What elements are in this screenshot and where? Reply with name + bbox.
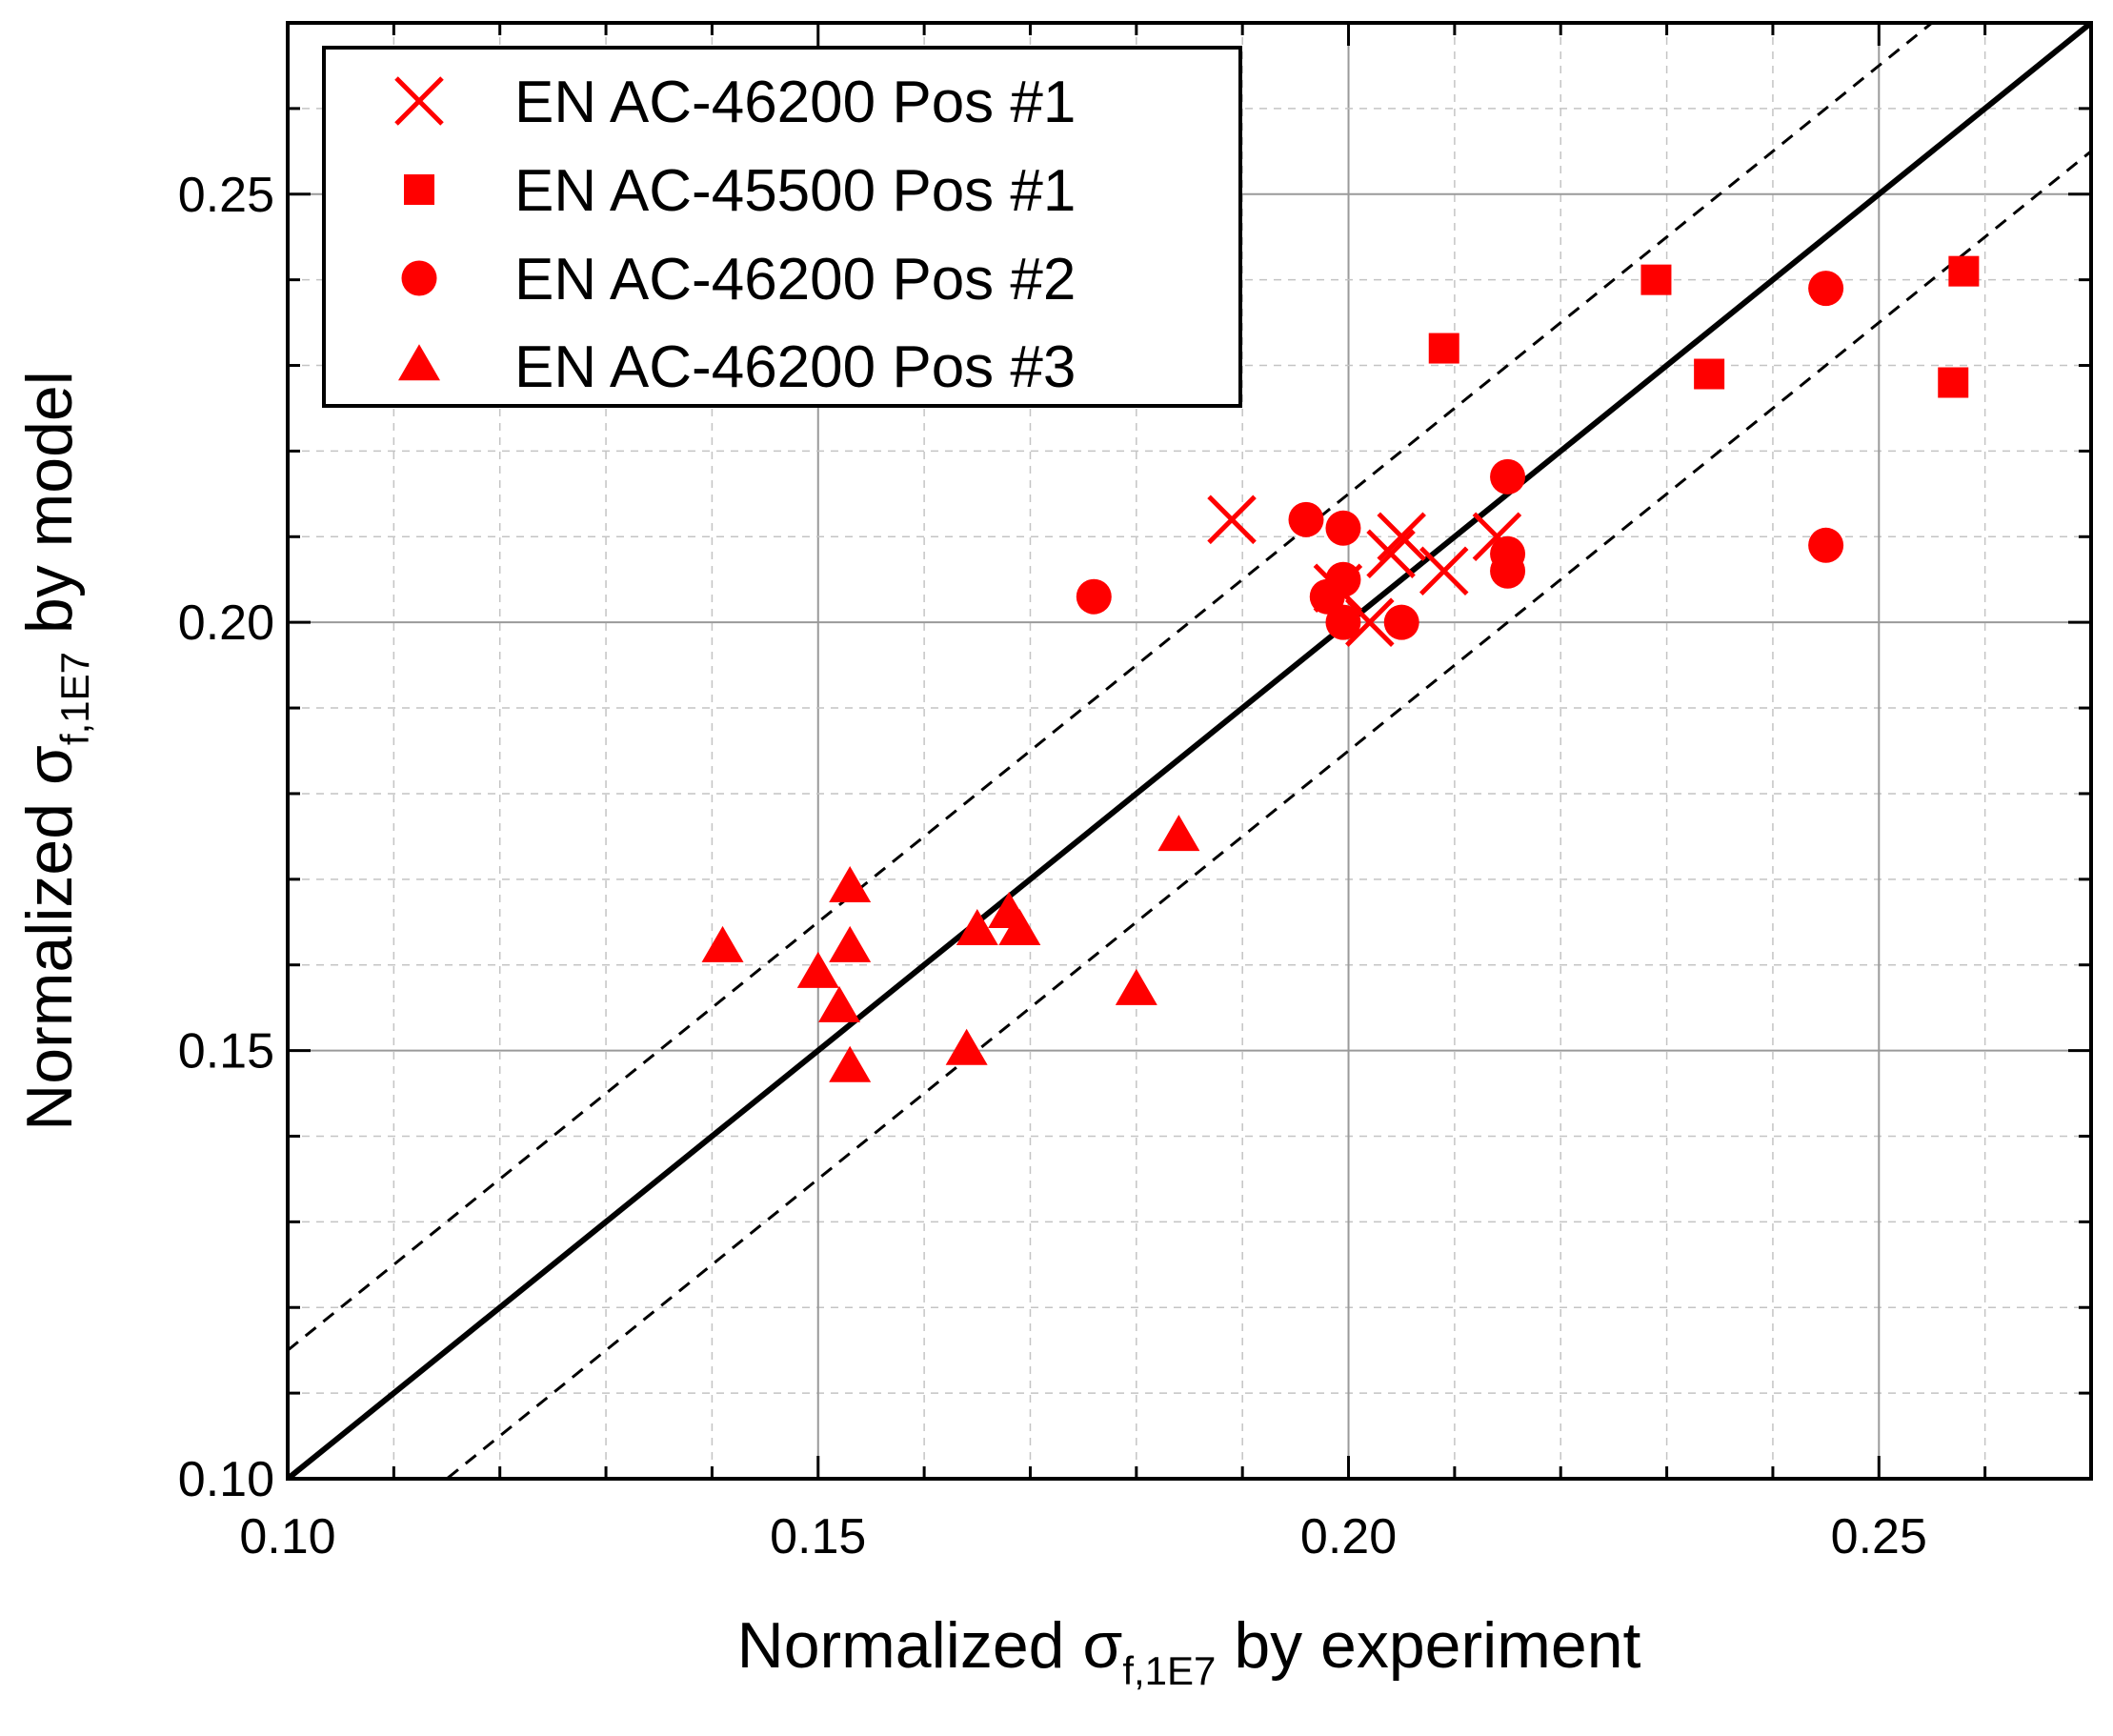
x-tick-label: 0.15 [770,1509,866,1564]
series-circle [1076,271,1844,640]
data-point-x [1419,546,1469,596]
upper-bound-line [288,23,1935,1352]
data-point-triangle [956,908,998,945]
x-tick-label: 0.10 [239,1509,335,1564]
data-point-square [1948,255,1980,287]
legend-label-3: EN AC-46200 Pos #3 [514,334,1076,400]
data-point-x [1377,512,1426,562]
x-axis-title: Normalized σf,1E7 by experiment [737,1609,1641,1693]
legend-marker-triangle [398,344,440,381]
legend-label-2: EN AC-46200 Pos #2 [514,247,1076,313]
legend-markers [394,76,444,381]
legend: EN AC-46200 Pos #1 EN AC-45500 Pos #1 EN… [322,46,1242,408]
data-points [701,255,1980,1082]
data-point-triangle [829,866,872,903]
x-tick-labels: 0.10 0.15 0.20 0.25 [239,1509,1927,1564]
y-tick-labels: 0.10 0.15 0.20 0.25 [178,168,274,1507]
data-point-triangle [1115,968,1157,1005]
legend-label-0: EN AC-46200 Pos #1 [514,70,1076,135]
data-point-triangle [701,925,744,962]
legend-marker-x [394,76,444,126]
legend-marker-square [404,174,434,205]
data-point-circle [1383,604,1419,640]
data-point-circle [1808,527,1844,563]
data-point-x [1207,495,1257,545]
data-point-triangle [796,951,839,988]
plot-frame [286,21,2093,1481]
data-point-circle [1325,510,1361,546]
reference-lines [288,23,2091,1479]
y-tick-label: 0.20 [178,595,274,651]
data-point-square [1938,367,1969,398]
legend-label-1: EN AC-45500 Pos #1 [514,158,1076,224]
data-point-circle [1490,535,1526,572]
y-tick-label: 0.15 [178,1024,274,1080]
legend-box [322,46,1242,408]
data-point-circle [1490,458,1526,495]
lower-bound-line [444,150,2091,1479]
data-point-triangle [945,1028,988,1065]
data-point-circle [1325,604,1361,640]
identity-line [288,23,2091,1479]
x-tick-label: 0.20 [1300,1509,1397,1564]
data-point-triangle [829,1045,872,1082]
series-square [1428,255,1980,398]
data-point-triangle [1157,815,1200,852]
data-point-triangle [998,908,1041,945]
data-point-circle [1076,578,1112,615]
y-tick-label: 0.25 [178,168,274,223]
axis-ticks [286,21,2093,1481]
data-point-square [1428,333,1459,364]
data-point-square [1640,264,1672,295]
y-tick-label: 0.10 [178,1452,274,1507]
data-point-triangle [829,925,872,962]
data-point-circle [1808,271,1844,307]
y-axis-title: Normalized σf,1E7 by model [13,371,97,1131]
data-point-circle [1325,561,1361,597]
data-point-circle [1288,501,1324,537]
legend-marker-circle [401,260,437,296]
series-triangle [701,815,1200,1082]
data-point-square [1694,358,1725,390]
data-point-triangle [818,985,861,1022]
data-point-x [1345,597,1395,647]
x-tick-label: 0.25 [1831,1509,1927,1564]
